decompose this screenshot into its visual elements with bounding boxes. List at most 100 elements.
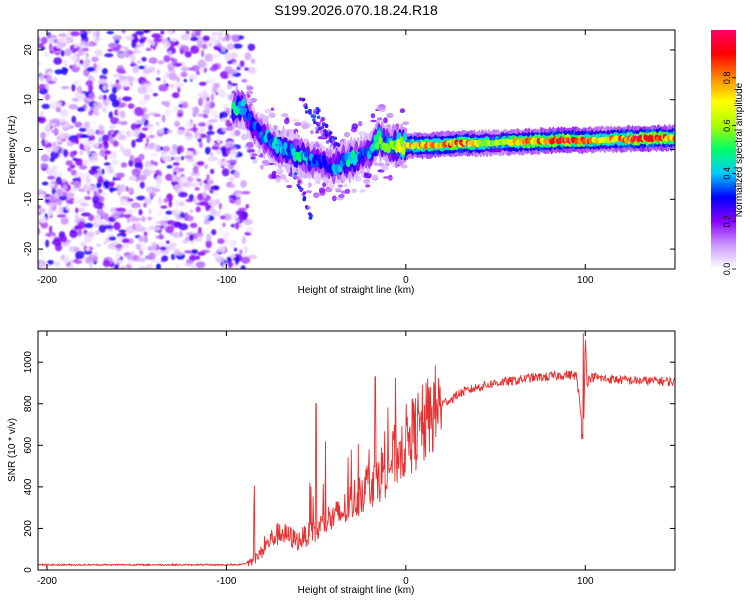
heatmap-cell bbox=[207, 42, 213, 48]
heatmap-cell bbox=[194, 231, 204, 237]
heatmap-cell bbox=[108, 134, 113, 143]
x-tick-label: 100 bbox=[577, 576, 594, 587]
heatmap-cell bbox=[166, 165, 173, 169]
heatmap-cell bbox=[145, 47, 152, 52]
heatmap-cell bbox=[129, 154, 135, 161]
heatmap-cell bbox=[117, 52, 127, 59]
heatmap-cell bbox=[170, 149, 178, 156]
heatmap-cell bbox=[55, 106, 61, 113]
heatmap-cell bbox=[332, 195, 337, 202]
heatmap-cell bbox=[229, 213, 238, 220]
heatmap-cell bbox=[129, 80, 133, 87]
heatmap-cell bbox=[195, 148, 199, 157]
heatmap-cell bbox=[142, 168, 152, 176]
heatmap-cell bbox=[191, 249, 199, 255]
heatmap-cell bbox=[129, 175, 137, 181]
heatmap-cell bbox=[227, 160, 238, 164]
heatmap-cell bbox=[206, 233, 212, 242]
heatmap-cell bbox=[69, 54, 78, 61]
heatmap-cell bbox=[98, 124, 105, 132]
heatmap-cell bbox=[314, 141, 319, 148]
heatmap-cell bbox=[193, 128, 197, 133]
y-tick-label: -20 bbox=[23, 241, 34, 256]
heatmap-cell bbox=[56, 119, 60, 128]
heatmap-cell bbox=[286, 184, 293, 189]
heatmap-cell bbox=[83, 235, 94, 243]
heatmap-cell bbox=[59, 206, 64, 213]
heatmap-cell bbox=[130, 202, 141, 209]
heatmap-cell bbox=[49, 202, 55, 208]
heatmap-cell bbox=[336, 143, 341, 147]
heatmap-cell bbox=[244, 52, 252, 61]
heatmap-cell bbox=[180, 71, 188, 78]
heatmap-cell bbox=[192, 264, 196, 269]
heatmap-cell bbox=[165, 225, 174, 234]
ridge-cell bbox=[266, 132, 272, 141]
heatmap-cell bbox=[151, 242, 157, 251]
heatmap-cell bbox=[41, 181, 49, 186]
heatmap-cell bbox=[149, 225, 155, 230]
heatmap-cell bbox=[198, 81, 207, 86]
heatmap-cell bbox=[38, 61, 42, 66]
heatmap-cell bbox=[38, 260, 45, 269]
heatmap-cell bbox=[115, 79, 120, 84]
heatmap-cell bbox=[60, 86, 70, 90]
heatmap-cell bbox=[304, 105, 308, 110]
heatmap-cell bbox=[206, 136, 211, 143]
heatmap-cell bbox=[190, 36, 199, 42]
ridge-cell bbox=[371, 142, 377, 151]
heatmap-cell bbox=[167, 50, 173, 57]
heatmap-cell bbox=[78, 172, 83, 177]
y-tick-label: 800 bbox=[23, 395, 34, 412]
y-tick-label: 400 bbox=[23, 478, 34, 495]
heatmap-cell bbox=[241, 236, 247, 245]
heatmap-cell bbox=[173, 120, 181, 127]
heatmap-cell bbox=[125, 186, 129, 192]
heatmap-cell bbox=[38, 205, 42, 209]
ridge-cell bbox=[239, 107, 244, 116]
heatmap-cell bbox=[63, 68, 69, 72]
y-tick-label: 0 bbox=[23, 146, 34, 152]
heatmap-cell bbox=[70, 139, 77, 144]
heatmap-cell bbox=[184, 132, 193, 137]
heatmap-cell bbox=[216, 249, 222, 253]
heatmap-cell bbox=[115, 211, 126, 215]
heatmap-cell bbox=[158, 233, 164, 240]
colorbar-tick-label: 0.8 bbox=[722, 72, 732, 85]
heatmap-cell bbox=[77, 228, 83, 237]
heatmap-cell bbox=[81, 212, 91, 217]
heatmap-cell bbox=[370, 119, 377, 123]
heatmap-cell bbox=[298, 97, 303, 101]
heatmap-cell bbox=[307, 205, 311, 210]
heatmap-cell bbox=[204, 146, 211, 155]
heatmap-cell bbox=[177, 171, 181, 176]
ridge-cell bbox=[672, 135, 675, 142]
heatmap-cell bbox=[136, 174, 147, 181]
heatmap-cell bbox=[63, 59, 68, 67]
heatmap-cell bbox=[197, 92, 205, 97]
heatmap-cell bbox=[159, 225, 165, 230]
heatmap-cell bbox=[79, 30, 85, 34]
heatmap-cell bbox=[325, 187, 333, 193]
heatmap-cell bbox=[92, 30, 97, 38]
heatmap-cell bbox=[241, 133, 248, 141]
heatmap-cell bbox=[206, 158, 215, 162]
heatmap-cell bbox=[221, 93, 230, 97]
heatmap-cell bbox=[70, 31, 80, 37]
heatmap-cell bbox=[111, 86, 118, 94]
heatmap-cell bbox=[181, 65, 189, 72]
heatmap-cell bbox=[101, 68, 108, 75]
heatmap-cell bbox=[164, 104, 170, 108]
heatmap-cell bbox=[190, 45, 200, 54]
heatmap-cell bbox=[128, 187, 133, 194]
heatmap-cell bbox=[117, 120, 121, 125]
ridge-cell bbox=[397, 144, 403, 153]
heatmap-cell bbox=[44, 124, 51, 133]
heatmap-cell bbox=[148, 57, 158, 64]
heatmap-cell bbox=[151, 259, 160, 264]
ridge-cell bbox=[346, 158, 351, 168]
heatmap-cell bbox=[222, 103, 227, 111]
heatmap-cell bbox=[171, 58, 178, 66]
heatmap-cell bbox=[219, 215, 226, 220]
heatmap-cell bbox=[44, 93, 51, 101]
